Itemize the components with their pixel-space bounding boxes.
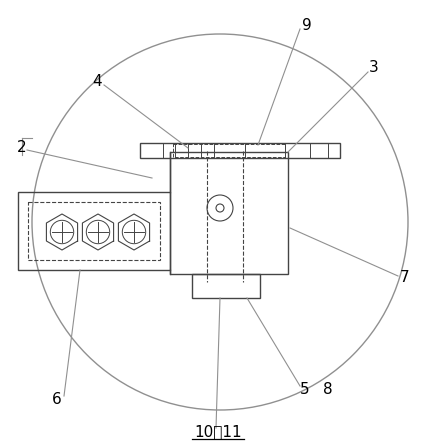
Text: 6: 6 [52, 392, 62, 408]
Bar [192, 274, 260, 298]
Text: 7: 7 [400, 270, 410, 286]
Text: 2: 2 [17, 140, 27, 156]
Text: 8: 8 [323, 383, 333, 397]
Text: 9: 9 [302, 17, 312, 33]
Bar [28, 202, 160, 260]
Text: 10、11: 10、11 [194, 425, 242, 439]
Bar [173, 144, 285, 157]
Text: 5: 5 [300, 383, 310, 397]
Bar [140, 143, 340, 158]
Text: 3: 3 [369, 60, 379, 76]
Bar [18, 192, 170, 270]
Bar [170, 152, 288, 274]
Text: 4: 4 [92, 75, 102, 89]
